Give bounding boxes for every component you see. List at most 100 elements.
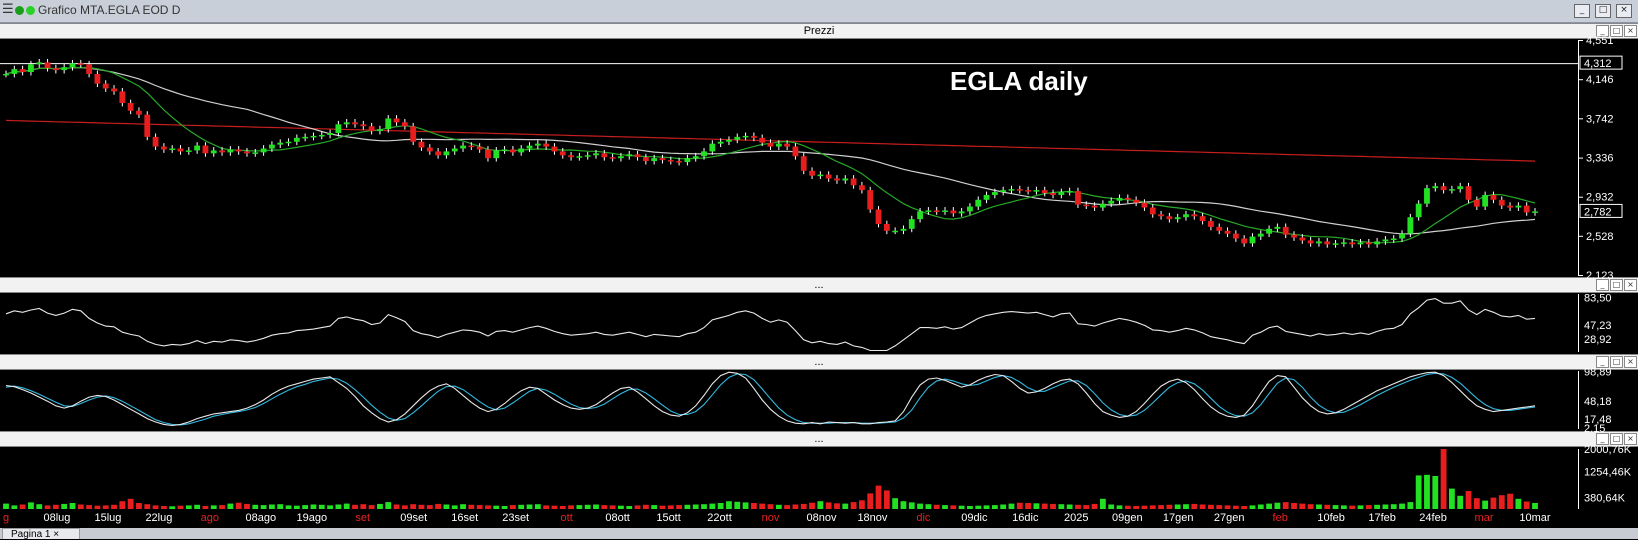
minimize-icon[interactable]: _ [1574,4,1590,18]
volume-bar [194,504,201,509]
volume-bar [28,502,34,509]
volume-bar [1116,505,1123,509]
tab-pagina-1[interactable]: Pagina 1 × [2,528,80,540]
volume-bar [1025,503,1032,509]
volume-bar [202,506,209,509]
price-tick [1578,235,1583,237]
status-dot-icon [15,6,24,15]
volume-bar [1158,505,1164,509]
candle-body [1025,190,1032,192]
minimize-panel-icon[interactable]: _ [1596,25,1609,37]
maximize-panel-icon[interactable]: □ [1610,356,1623,368]
candle-body [36,62,43,65]
status-dot-icon [26,6,35,15]
volume-bar [401,505,408,509]
price-tick [1578,157,1583,159]
candle-body [1282,226,1289,235]
candle-body [468,145,475,148]
stoch-panel-label: ... [814,356,824,368]
candle-body [1224,230,1231,234]
candle-body [86,64,93,74]
candle-body [1199,216,1206,222]
close-panel-icon[interactable]: × [1624,25,1637,37]
maximize-panel-icon[interactable]: □ [1610,433,1623,445]
volume-bar [1257,504,1264,509]
candle-body [958,211,965,214]
volume-bar [726,501,732,509]
candle-body [302,136,309,139]
candle-body [335,124,342,134]
volume-bar [1075,504,1081,509]
reference-label: 4,312 [1584,58,1612,70]
volume-tick-label: 2000,76K [1584,444,1632,456]
volume-bar [576,505,583,509]
candle-body [1008,189,1015,191]
x-tick-label: mar [1475,512,1494,524]
candle-body [252,152,259,154]
stoch-tick-label: 2,15 [1584,423,1605,435]
volume-bar [86,505,93,509]
volume-bar [800,503,807,509]
volume-bar [1033,503,1040,509]
volume-bar [1282,502,1289,509]
volume-bar [102,505,109,509]
candle-body [1407,217,1414,234]
volume-bar [709,503,716,509]
volume-bar [701,504,707,509]
volume-bar [1091,503,1098,509]
candle-body [1208,221,1214,227]
rsi-tick-label: 47,23 [1584,320,1612,332]
x-tick-label: 16dic [1012,512,1039,524]
close-panel-icon[interactable]: × [1624,433,1637,445]
window-titlebar: ☰ Grafico MTA.EGLA EOD D _ □ × [0,0,1638,23]
x-tick-label: 24feb [1419,512,1447,524]
close-panel-icon[interactable]: × [1624,279,1637,291]
maximize-panel-icon[interactable]: □ [1610,279,1623,291]
volume-bar [1000,504,1007,509]
candle-body [684,158,691,163]
candle-body [1457,186,1464,190]
x-tick-label: 08lug [44,512,71,524]
candle-body [767,142,774,147]
maximize-icon[interactable]: □ [1595,4,1611,18]
close-icon[interactable]: × [1616,4,1632,18]
volume-bar [335,504,342,509]
candle-body [1016,189,1023,191]
candle-wick [894,227,896,235]
candle-body [410,126,417,142]
candle-body [701,151,707,157]
price-tick-label: 2,123 [1586,270,1614,282]
volume-bar [651,505,658,509]
volume-bar [850,502,857,509]
price-panel-header: Prezzi [0,23,1638,39]
close-panel-icon[interactable]: × [1624,356,1637,368]
candle-body [568,155,574,158]
volume-bar [252,504,259,509]
minimize-panel-icon[interactable]: _ [1596,356,1609,368]
volume-bar [618,505,624,509]
volume-bar [667,505,674,509]
candle-body [642,157,649,162]
last-price-box [1579,203,1623,218]
candle-body [177,148,184,152]
candle-body [1424,188,1430,204]
candle-body [52,68,59,71]
maximize-panel-icon[interactable]: □ [1610,25,1623,37]
menu-icon[interactable]: ☰ [2,2,14,17]
candle-body [244,151,250,154]
volume-bar [1307,504,1314,509]
candle-body [551,146,558,152]
candle-body [277,142,284,145]
volume-bar [177,505,184,509]
minimize-panel-icon[interactable]: _ [1596,433,1609,445]
volume-bar [1399,503,1405,509]
volume-bar [1274,502,1281,509]
volume-bar [1216,505,1223,509]
volume-bar [983,505,990,509]
close-icon[interactable]: × [53,529,60,540]
x-tick-label: nov [762,512,780,524]
candle-body [526,145,533,149]
volume-bar [925,504,932,509]
minimize-panel-icon[interactable]: _ [1596,279,1609,291]
volume-bar [601,505,608,509]
